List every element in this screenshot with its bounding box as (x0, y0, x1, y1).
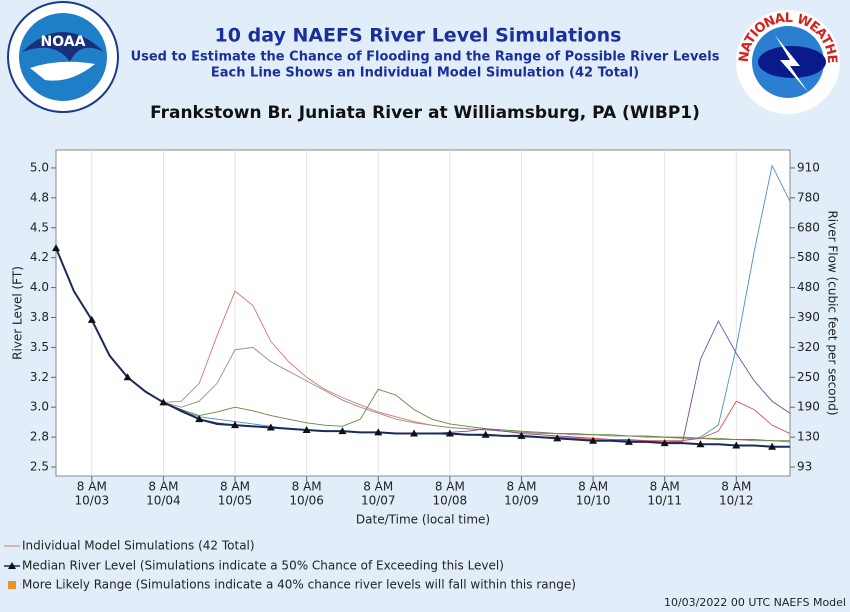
median-marker (589, 436, 598, 444)
median-marker (696, 440, 705, 448)
median-marker (732, 441, 741, 449)
x-tick-label: 10/09 (504, 494, 539, 508)
median-marker (302, 425, 311, 433)
y-axis-label: River Level (FT) (11, 266, 25, 360)
legend-swatch (8, 581, 16, 589)
x-tick-label: 8 AM (435, 480, 465, 494)
noaa-logo: NOAA (7, 1, 119, 113)
y2-tick-label: 93 (797, 460, 812, 474)
x-tick-label: 8 AM (77, 480, 107, 494)
y-tick-label: 3.8 (30, 310, 49, 324)
logo-bolt (775, 35, 808, 92)
y-tick-label: 4.8 (30, 190, 49, 204)
legend-swatch (8, 562, 16, 569)
median-marker (624, 437, 633, 445)
median-marker (231, 421, 240, 429)
x-tick-label: 8 AM (578, 480, 608, 494)
median-marker (52, 244, 60, 252)
median-marker (660, 439, 669, 447)
y2-tick-label: 480 (797, 280, 820, 294)
x-tick-label: 8 AM (148, 480, 178, 494)
logo-disc (19, 13, 107, 101)
footer: 10/03/2022 00 UTC NAEFS Model (664, 596, 846, 609)
y-tick-label: 4.2 (30, 250, 49, 264)
logo-top (22, 32, 104, 62)
y2-tick-label: 130 (797, 430, 820, 444)
y-tick-label: 3.2 (30, 370, 49, 384)
x-tick-label: 10/10 (576, 494, 611, 508)
y-tick-label: 3.5 (30, 340, 49, 354)
median-marker (445, 429, 454, 437)
logo-bird (30, 61, 95, 81)
x-tick-label: 10/12 (719, 494, 754, 508)
legend-label: Individual Model Simulations (42 Total) (22, 539, 255, 553)
x-tick-label: 8 AM (292, 480, 322, 494)
median-marker (195, 415, 204, 423)
median-marker (517, 431, 526, 439)
y2-tick-label: 190 (797, 400, 820, 414)
chart-title: 10 day NAEFS River Level Simulations (215, 25, 622, 47)
x-tick-label: 8 AM (220, 480, 250, 494)
median-marker (481, 430, 490, 438)
x-tick-label: 8 AM (650, 480, 680, 494)
x-tick-label: 8 AM (363, 480, 393, 494)
plot-area (55, 149, 791, 477)
y2-tick-label: 580 (797, 250, 820, 264)
x-tick-label: 10/04 (146, 494, 181, 508)
y2-tick-label: 320 (797, 340, 820, 354)
y-tick-label: 2.5 (30, 460, 49, 474)
median-marker (410, 429, 419, 437)
median-line (55, 247, 790, 448)
noaa-text: NOAA (41, 34, 86, 50)
median-marker (159, 398, 168, 406)
y2-tick-label: 250 (797, 370, 820, 384)
y2-axis-label: River Flow (cubic feet per second) (826, 210, 840, 415)
y-tick-label: 3.0 (30, 400, 49, 414)
y2-tick-label: 390 (797, 310, 820, 324)
station-title: Frankstown Br. Juniata River at Williams… (150, 103, 700, 123)
median-marker (374, 428, 383, 436)
x-tick-label: 8 AM (506, 480, 536, 494)
median-marker (338, 427, 347, 435)
x-tick-label: 10/08 (433, 494, 468, 508)
x-tick-label: 10/11 (647, 494, 682, 508)
x-tick-label: 10/06 (289, 494, 324, 508)
median-marker (768, 442, 777, 450)
legend-label: More Likely Range (Simulations indicate … (22, 578, 576, 592)
legend-label: Median River Level (Simulations indicate… (22, 559, 504, 573)
x-axis-label: Date/Time (local time) (356, 513, 490, 527)
subtitle: Used to Estimate the Chance of Flooding … (131, 50, 720, 65)
y2-tick-label: 910 (797, 160, 820, 174)
median-marker (87, 315, 96, 323)
median-marker (266, 423, 275, 431)
x-tick-label: 10/07 (361, 494, 396, 508)
y2-tick-label: 680 (797, 220, 820, 234)
y-tick-label: 2.8 (30, 430, 49, 444)
y-tick-label: 4.0 (30, 280, 49, 294)
y-tick-label: 5.0 (30, 160, 49, 174)
median-marker (123, 373, 132, 381)
y-tick-label: 4.5 (30, 220, 49, 234)
x-tick-label: 10/03 (75, 494, 110, 508)
y2-tick-label: 780 (797, 190, 820, 204)
median-marker (553, 434, 562, 442)
x-tick-label: 8 AM (721, 480, 751, 494)
subtitle: Each Line Shows an Individual Model Simu… (211, 66, 639, 81)
x-tick-label: 10/05 (218, 494, 253, 508)
